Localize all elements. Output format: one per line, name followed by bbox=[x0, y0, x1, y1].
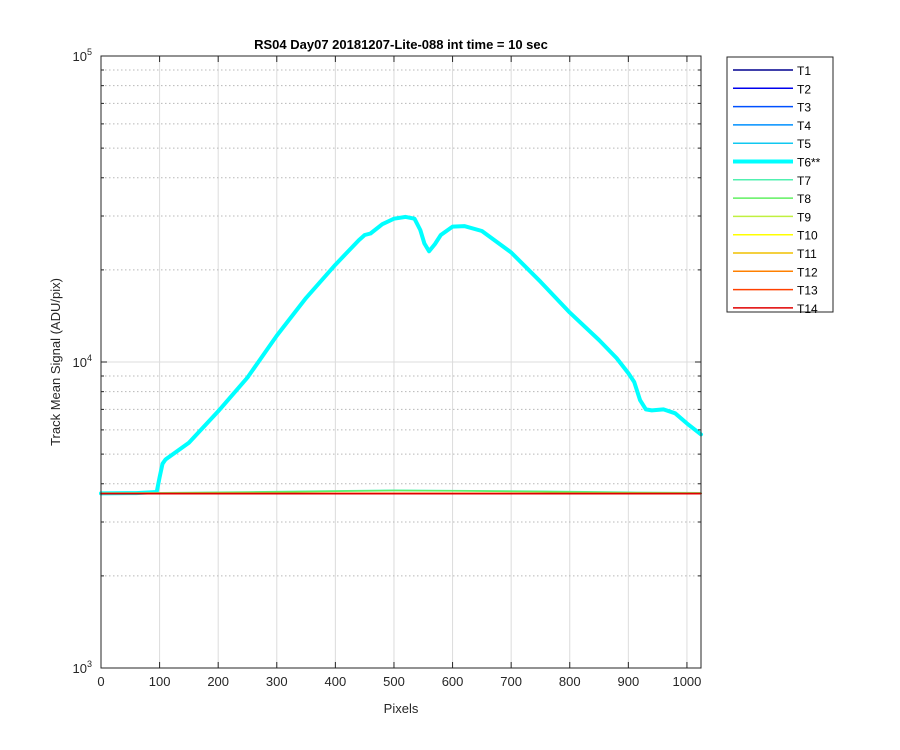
legend-label: T7 bbox=[797, 174, 811, 188]
y-axis-label: Track Mean Signal (ADU/pix) bbox=[48, 278, 63, 446]
y-tick-label: 104 bbox=[73, 353, 92, 370]
legend-label: T5 bbox=[797, 137, 811, 151]
legend-label: T1 bbox=[797, 64, 811, 78]
grid bbox=[100, 56, 701, 668]
chart-title: RS04 Day07 20181207-Lite-088 int time = … bbox=[254, 37, 548, 52]
x-tick-label: 800 bbox=[559, 674, 581, 689]
x-tick-label: 400 bbox=[325, 674, 347, 689]
x-tick-label: 500 bbox=[383, 674, 405, 689]
legend-label: T13 bbox=[797, 284, 818, 298]
legend-box bbox=[726, 56, 834, 313]
legend-label: T6** bbox=[797, 156, 821, 170]
x-tick-label: 100 bbox=[149, 674, 171, 689]
legend-label: T11 bbox=[797, 247, 817, 261]
legend-label: T10 bbox=[797, 229, 818, 243]
legend-label: T8 bbox=[797, 192, 811, 206]
legend: T1 T2 T3 T4 T5 T6** T7 T8 T9 T10 T11 T12 T13 T14 bbox=[726, 56, 834, 316]
y-tick-label: 105 bbox=[73, 47, 92, 64]
x-tick-label: 0 bbox=[97, 674, 104, 689]
legend-label: T9 bbox=[797, 210, 811, 224]
x-tick-label: 300 bbox=[266, 674, 288, 689]
legend-label: T14 bbox=[797, 302, 818, 316]
x-tick-label: 200 bbox=[207, 674, 229, 689]
legend-label: T4 bbox=[797, 119, 811, 133]
x-tick-label: 600 bbox=[442, 674, 464, 689]
axis-ticks: 0 100 200 300 400 500 600 700 800 900 1000 103 104 10… bbox=[73, 47, 702, 689]
y-tick-label: 103 bbox=[73, 659, 92, 676]
legend-label: T3 bbox=[797, 101, 811, 115]
series-line-t6 bbox=[99, 214, 703, 496]
x-tick-label: 1000 bbox=[672, 674, 701, 689]
x-axis-label: Pixels bbox=[384, 701, 419, 716]
legend-label: T2 bbox=[797, 82, 811, 96]
legend-label: T12 bbox=[797, 265, 818, 279]
series-lines bbox=[99, 214, 703, 496]
x-tick-label: 900 bbox=[617, 674, 639, 689]
x-tick-label: 700 bbox=[500, 674, 522, 689]
